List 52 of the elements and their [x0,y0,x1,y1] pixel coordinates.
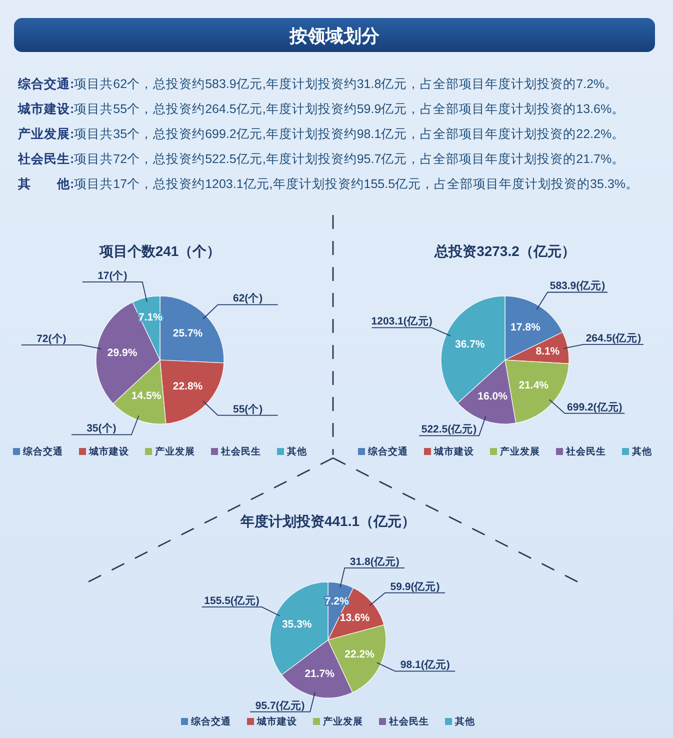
legend-label: 其他 [286,446,308,458]
data-label: 59.9(亿元) [390,580,440,593]
chart-title: 项目个数241（个） [98,243,221,259]
data-label: 264.5(亿元) [586,332,642,344]
data-label: 1203.1(亿元) [371,316,432,328]
legend-label: 产业发展 [322,716,363,728]
text: 22.8% [172,380,204,393]
text: 其 他:项目共17个，总投资约1203.1亿元,年度计划投资约155.5亿元，占全部项目年度计划投资的35.3%。 [17,176,639,191]
text: 36.7% [454,338,486,350]
legend-label: 城市建设 [88,446,130,458]
text: 29.9% [107,346,138,359]
data-label: 98.1(亿元) [400,659,450,672]
chart-title: 总投资3273.2（亿元） [434,243,576,259]
legend-label: 社会民生 [388,716,429,728]
data-label: 583.9(亿元) [550,280,606,292]
text: 21.4% [518,380,550,392]
text: 产业发展:项目共35个，总投资约699.2亿元,年度计划投资约98.1亿元，占全部项目年度计划投资的22.2%。 [17,126,625,141]
text: 13.6% [340,612,370,624]
text: 14.5% [131,390,162,402]
text: 16.0% [478,390,508,402]
text: 17.8% [510,321,541,334]
legend-label: 城市建设 [433,446,475,458]
text: 35.3% [282,618,312,630]
data-label: 522.5(亿元) [421,424,477,436]
legend-label: 产业发展 [499,446,540,458]
text: 按领域划分 [288,26,380,46]
text: 25.7% [172,327,204,340]
data-label: 699.2(亿元) [567,401,622,414]
legend-label: 综合交通 [190,716,232,728]
data-label: 31.8(亿元) [350,556,400,568]
chart-title: 年度计划投资441.1（亿元） [239,513,416,529]
legend-label: 综合交通 [367,446,409,458]
data-label: 72(个) [36,332,66,345]
data-label: 155.5(亿元) [204,594,260,607]
legend-label: 产业发展 [154,446,195,458]
data-label: 55(个) [233,402,263,416]
text: 21.7% [304,668,336,680]
legend-label: 其他 [631,446,653,458]
text: 22.2% [344,648,376,661]
data-label: 95.7(亿元) [255,700,305,712]
legend-label: 城市建设 [256,716,298,728]
text: 综合交通:项目共62个，总投资约583.9亿元,年度计划投资约31.8亿元，占全部项目年度计划投资的7.2%。 [17,76,618,91]
legend-label: 综合交通 [22,446,64,458]
legend-label: 社会民生 [565,446,606,458]
legend-label: 社会民生 [220,446,261,458]
data-label: 62(个) [233,292,263,305]
text: 8.1% [536,346,560,358]
text: 城市建设:项目共55个，总投资约264.5亿元,年度计划投资约59.9亿元，占全部项目年度计划投资的13.6%。 [17,101,625,116]
text: 社会民生:项目共72个，总投资约522.5亿元,年度计划投资约95.7亿元，占全部项目年度计划投资的21.7%。 [17,151,625,166]
data-label: 35(个) [86,422,116,435]
legend-label: 其他 [454,716,476,728]
data-label: 17(个) [98,268,128,282]
